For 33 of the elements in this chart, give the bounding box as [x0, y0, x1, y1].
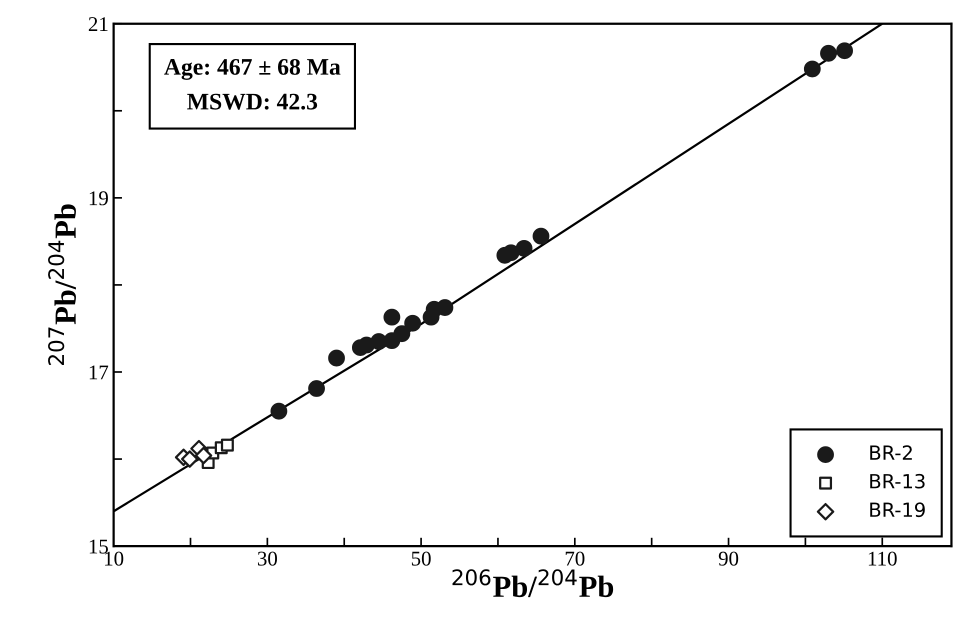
legend-label: BR-19 [870, 502, 925, 518]
x-tick-label: 50 [412, 552, 431, 566]
y-tick-label: 15 [90, 540, 108, 554]
y-tick-label: 19 [90, 191, 108, 206]
point [804, 60, 821, 78]
point [270, 402, 288, 420]
annotation: Age: 467 ± 68 Ma MSWD: 42.3 [164, 58, 340, 110]
x-tick-label: 110 [868, 552, 897, 566]
y-tick-label: 21 [88, 17, 108, 31]
point [328, 350, 345, 366]
point [436, 299, 454, 316]
y-tick-label: 17 [90, 365, 108, 380]
x-axis-title: $^{206}$Pb/$^{204}$Pb [452, 569, 614, 598]
point [370, 333, 388, 350]
point [383, 308, 400, 326]
point [393, 325, 410, 342]
legend-label: BR-13 [870, 474, 925, 489]
point [308, 380, 325, 397]
point [516, 240, 532, 257]
point [181, 450, 198, 468]
point [194, 446, 212, 464]
x-tick-label: 90 [718, 552, 738, 566]
x-tick-label: 30 [258, 552, 277, 566]
point [220, 438, 234, 452]
legend-label: BR-2 [870, 445, 912, 460]
point [820, 44, 837, 62]
x-tick-label: 70 [566, 552, 584, 566]
point [404, 314, 422, 332]
y-axis-title: $^{207}$Pb/$^{204}$Pb [48, 204, 76, 365]
x-tick-label: 10 [105, 552, 124, 566]
point [532, 228, 550, 245]
point [836, 42, 853, 60]
point [502, 244, 520, 262]
